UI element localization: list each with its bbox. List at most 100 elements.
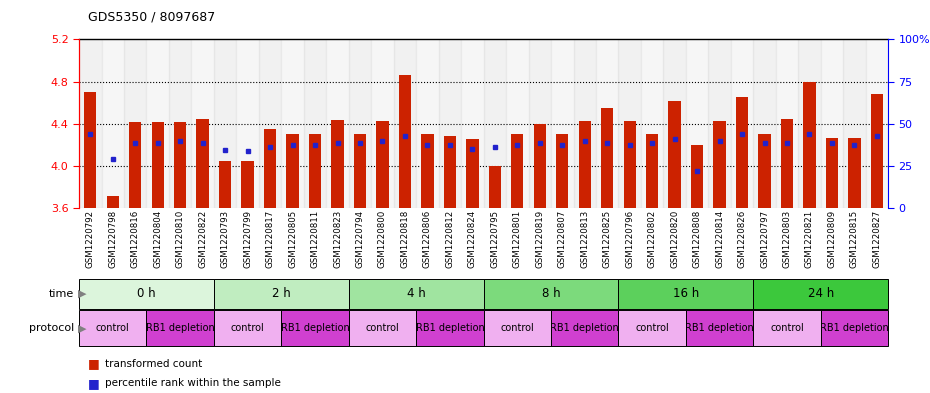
Bar <box>528 39 551 208</box>
Text: protocol: protocol <box>29 323 74 333</box>
Bar <box>709 39 731 208</box>
Bar <box>466 139 479 208</box>
Bar <box>393 39 417 208</box>
Bar <box>242 161 254 208</box>
Bar <box>264 129 276 208</box>
Bar <box>219 161 232 208</box>
Bar <box>574 39 596 208</box>
Text: RB1 depletion: RB1 depletion <box>685 323 754 333</box>
Bar <box>281 39 304 208</box>
Bar <box>556 134 568 208</box>
Bar <box>124 39 146 208</box>
Bar <box>618 310 685 346</box>
Bar <box>781 119 793 208</box>
Bar <box>753 310 820 346</box>
Bar <box>259 39 281 208</box>
Bar <box>601 108 614 208</box>
Bar <box>417 39 439 208</box>
Bar <box>484 39 506 208</box>
Bar <box>146 39 169 208</box>
Bar <box>101 39 124 208</box>
Bar <box>309 134 321 208</box>
Bar <box>377 121 389 208</box>
Text: 8 h: 8 h <box>541 287 561 300</box>
Text: ▶: ▶ <box>78 289 86 299</box>
Bar <box>416 310 484 346</box>
Text: transformed count: transformed count <box>105 358 203 369</box>
Bar <box>596 39 618 208</box>
Bar <box>192 39 214 208</box>
Bar <box>444 136 456 208</box>
Bar <box>349 39 371 208</box>
Bar <box>461 39 484 208</box>
Text: control: control <box>365 323 399 333</box>
Bar <box>641 39 663 208</box>
Bar <box>421 134 433 208</box>
Text: 24 h: 24 h <box>807 287 834 300</box>
Bar <box>731 39 753 208</box>
Bar <box>820 39 844 208</box>
Bar <box>304 39 326 208</box>
Bar <box>152 122 164 208</box>
Bar <box>353 134 366 208</box>
Bar <box>820 310 888 346</box>
Bar <box>844 39 866 208</box>
Bar <box>753 279 888 309</box>
Bar <box>551 310 618 346</box>
Bar <box>623 121 636 208</box>
Bar <box>758 134 771 208</box>
Bar <box>488 166 501 208</box>
Bar <box>371 39 393 208</box>
Text: 16 h: 16 h <box>672 287 699 300</box>
Bar <box>663 39 685 208</box>
Text: control: control <box>500 323 534 333</box>
Bar <box>196 119 209 208</box>
Text: 2 h: 2 h <box>272 287 291 300</box>
Bar <box>506 39 528 208</box>
Bar <box>169 39 192 208</box>
Bar <box>286 134 299 208</box>
Bar <box>551 39 574 208</box>
Bar <box>79 39 101 208</box>
Bar <box>107 196 119 208</box>
Bar <box>618 39 641 208</box>
Bar <box>866 39 888 208</box>
Text: percentile rank within the sample: percentile rank within the sample <box>105 378 281 388</box>
Bar <box>646 134 658 208</box>
Text: time: time <box>49 289 74 299</box>
Bar <box>484 279 618 309</box>
Text: RB1 depletion: RB1 depletion <box>820 323 889 333</box>
Bar <box>281 310 349 346</box>
Bar <box>736 97 749 208</box>
Bar <box>870 94 883 208</box>
Bar <box>79 310 147 346</box>
Bar <box>439 39 461 208</box>
Bar <box>174 122 186 208</box>
Text: RB1 depletion: RB1 depletion <box>146 323 215 333</box>
Bar <box>685 39 709 208</box>
Text: control: control <box>770 323 804 333</box>
Bar <box>512 134 524 208</box>
Bar <box>691 145 703 208</box>
Text: ■: ■ <box>88 357 100 370</box>
Text: GDS5350 / 8097687: GDS5350 / 8097687 <box>88 11 216 24</box>
Bar <box>349 279 484 309</box>
Text: RB1 depletion: RB1 depletion <box>416 323 485 333</box>
Bar <box>753 39 776 208</box>
Bar <box>618 279 753 309</box>
Bar <box>331 119 344 208</box>
Text: 4 h: 4 h <box>406 287 426 300</box>
Bar <box>826 138 838 208</box>
Bar <box>214 39 236 208</box>
Bar <box>399 75 411 208</box>
Bar <box>214 279 349 309</box>
Text: control: control <box>96 323 129 333</box>
Bar <box>534 124 546 208</box>
Text: control: control <box>635 323 669 333</box>
Bar <box>713 121 725 208</box>
Bar <box>147 310 214 346</box>
Bar <box>236 39 259 208</box>
Text: ▶: ▶ <box>78 323 86 333</box>
Text: control: control <box>231 323 264 333</box>
Bar <box>669 101 681 208</box>
